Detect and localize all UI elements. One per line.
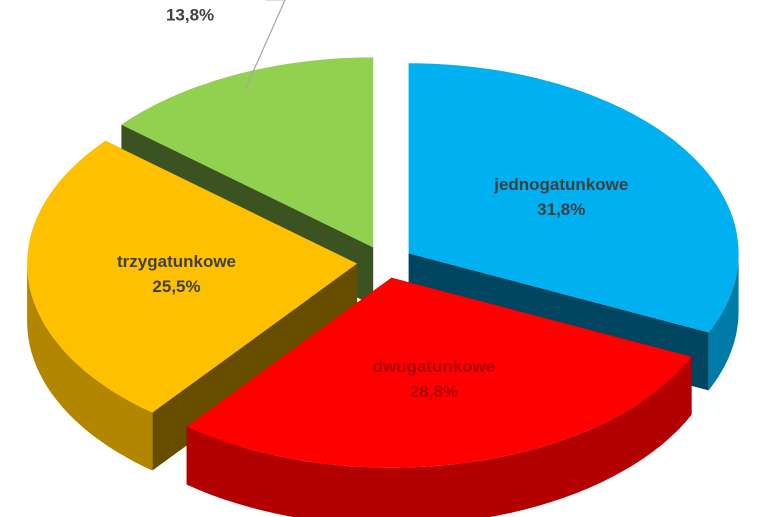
- value-label: 25,5%: [152, 276, 201, 296]
- data-label: jednogatunkowe 31,8%: [494, 172, 628, 222]
- slice: [408, 63, 739, 333]
- slice: [186, 277, 692, 468]
- slice-wall: [186, 356, 692, 517]
- leader-line: [245, 0, 286, 90]
- slice: [121, 57, 374, 248]
- data-label: dwugatunkowe 28,8%: [373, 354, 496, 404]
- data-label: trzygatunkowe 25,5%: [117, 249, 236, 299]
- category-label: trzygatunkowe: [117, 251, 237, 271]
- slice: [27, 140, 358, 413]
- value-label: 28,8%: [409, 382, 459, 402]
- category-label: jednogatunkowe: [494, 174, 629, 194]
- data-label: cztery- i więcej gatunkowe13,8%: [100, 0, 280, 27]
- category-label: dwugatunkowe: [372, 357, 496, 377]
- slice-wall: [708, 253, 739, 391]
- slice-wall: [27, 263, 153, 471]
- value-label: 31,8%: [537, 199, 586, 219]
- value-label: 13,8%: [165, 5, 215, 25]
